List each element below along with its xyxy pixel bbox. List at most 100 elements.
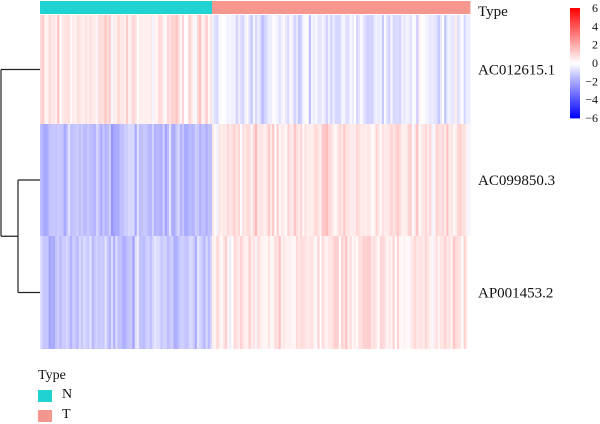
heatmap-cell bbox=[67, 236, 71, 349]
heatmap-cell bbox=[313, 15, 316, 124]
colorbar-step bbox=[570, 13, 580, 16]
heatmap-cell bbox=[388, 15, 391, 124]
heatmap-cell bbox=[377, 124, 381, 236]
heatmap-cell bbox=[44, 124, 47, 236]
legend-swatch-t bbox=[38, 410, 52, 422]
heatmap-cell bbox=[130, 15, 133, 124]
heatmap-cell bbox=[48, 236, 52, 349]
heatmap-cell bbox=[70, 15, 73, 124]
colorbar-step bbox=[570, 48, 580, 51]
heatmap-cell bbox=[179, 15, 183, 124]
heatmap-cell bbox=[231, 15, 234, 124]
heatmap-cell bbox=[433, 124, 436, 236]
heatmap-cell bbox=[229, 236, 232, 349]
heatmap-row-ac099850-3 bbox=[40, 124, 471, 236]
heatmap-cell bbox=[259, 15, 262, 124]
heatmap-cell bbox=[104, 124, 107, 236]
heatmap-cell bbox=[55, 124, 58, 236]
heatmap-cell bbox=[377, 236, 381, 349]
heatmap-cell bbox=[310, 236, 314, 349]
heatmap-cell bbox=[192, 15, 196, 124]
colorbar-step bbox=[570, 33, 580, 36]
heatmap-cell bbox=[76, 124, 80, 236]
heatmap-cell bbox=[171, 15, 174, 124]
heatmap-cell bbox=[364, 124, 368, 236]
heatmap-cell bbox=[85, 236, 88, 349]
heatmap-cell bbox=[414, 15, 417, 124]
heatmap-cell bbox=[356, 15, 359, 124]
heatmap-cell bbox=[250, 124, 254, 236]
colorbar-step bbox=[570, 108, 580, 112]
heatmap-cell bbox=[347, 15, 350, 124]
heatmap-cell bbox=[130, 236, 133, 349]
heatmap-cell bbox=[461, 15, 464, 124]
heatmap-cell bbox=[119, 236, 123, 349]
heatmap-cell bbox=[347, 124, 350, 236]
heatmap-cell bbox=[437, 236, 441, 349]
heatmap-cell bbox=[91, 15, 95, 124]
heatmap-cell bbox=[276, 236, 279, 349]
heatmap-cell bbox=[300, 124, 303, 236]
heatmap-cell bbox=[108, 15, 112, 124]
heatmap-cell bbox=[274, 236, 277, 349]
heatmap-cell bbox=[196, 124, 200, 236]
heatmap-cell bbox=[274, 124, 277, 236]
heatmap-cell bbox=[457, 124, 460, 236]
heatmap-cell bbox=[278, 15, 282, 124]
heatmap-cell bbox=[399, 236, 402, 349]
colorbar-step bbox=[570, 59, 580, 62]
heatmap-cell bbox=[149, 124, 153, 236]
heatmap-cell bbox=[138, 124, 142, 236]
heatmap-cell bbox=[164, 124, 168, 236]
heatmap-cell bbox=[130, 124, 133, 236]
heatmap-cell bbox=[381, 15, 385, 124]
heatmap-cell bbox=[179, 236, 183, 349]
heatmap-cell bbox=[171, 124, 174, 236]
heatmap-cell bbox=[274, 15, 277, 124]
heatmap-cell bbox=[44, 15, 47, 124]
heatmap-cell bbox=[429, 15, 432, 124]
heatmap-cell bbox=[212, 15, 215, 124]
heatmap-cell bbox=[224, 236, 228, 349]
heatmap-cell bbox=[308, 236, 312, 349]
heatmap-cell bbox=[291, 15, 295, 124]
colorbar-step bbox=[570, 75, 580, 79]
heatmap-cell bbox=[216, 15, 219, 124]
heatmap-cell bbox=[379, 124, 383, 236]
colorbar-step bbox=[570, 39, 580, 42]
heatmap-cell bbox=[252, 15, 256, 124]
heatmap-cell bbox=[285, 15, 288, 124]
heatmap-cell bbox=[134, 124, 138, 236]
heatmap-cell bbox=[409, 124, 413, 236]
heatmap-cell bbox=[123, 236, 127, 349]
heatmap-cell bbox=[158, 15, 161, 124]
heatmap-cell bbox=[450, 124, 454, 236]
heatmap-cell bbox=[467, 15, 471, 124]
heatmap-cell bbox=[50, 124, 54, 236]
heatmap-cell bbox=[242, 236, 245, 349]
heatmap-cell bbox=[364, 236, 368, 349]
heatmap-cell bbox=[364, 15, 368, 124]
heatmap-cell bbox=[429, 236, 432, 349]
heatmap-cell bbox=[373, 124, 376, 236]
heatmap-cell bbox=[371, 15, 374, 124]
colorbar-step bbox=[570, 86, 580, 90]
colorbar-step bbox=[570, 92, 580, 95]
heatmap-cell bbox=[427, 15, 430, 124]
heatmap-cell bbox=[143, 124, 146, 236]
heatmap-cell bbox=[123, 124, 127, 236]
heatmap-cell bbox=[401, 236, 404, 349]
row-label: AP001453.2 bbox=[478, 286, 553, 302]
colorbar-step bbox=[570, 44, 580, 47]
heatmap-cell bbox=[390, 124, 393, 236]
heatmap-cell bbox=[83, 236, 86, 349]
heatmap-cell bbox=[465, 15, 469, 124]
heatmap-cell bbox=[435, 236, 439, 349]
heatmap-cell bbox=[343, 124, 346, 236]
colorbar-tick-label: −2 bbox=[585, 74, 598, 88]
colorbar-tick-label: 4 bbox=[592, 19, 598, 33]
heatmap-cell bbox=[87, 236, 90, 349]
heatmap-cell bbox=[74, 124, 77, 236]
heatmap-cell bbox=[216, 236, 219, 349]
heatmap-cell bbox=[173, 15, 176, 124]
